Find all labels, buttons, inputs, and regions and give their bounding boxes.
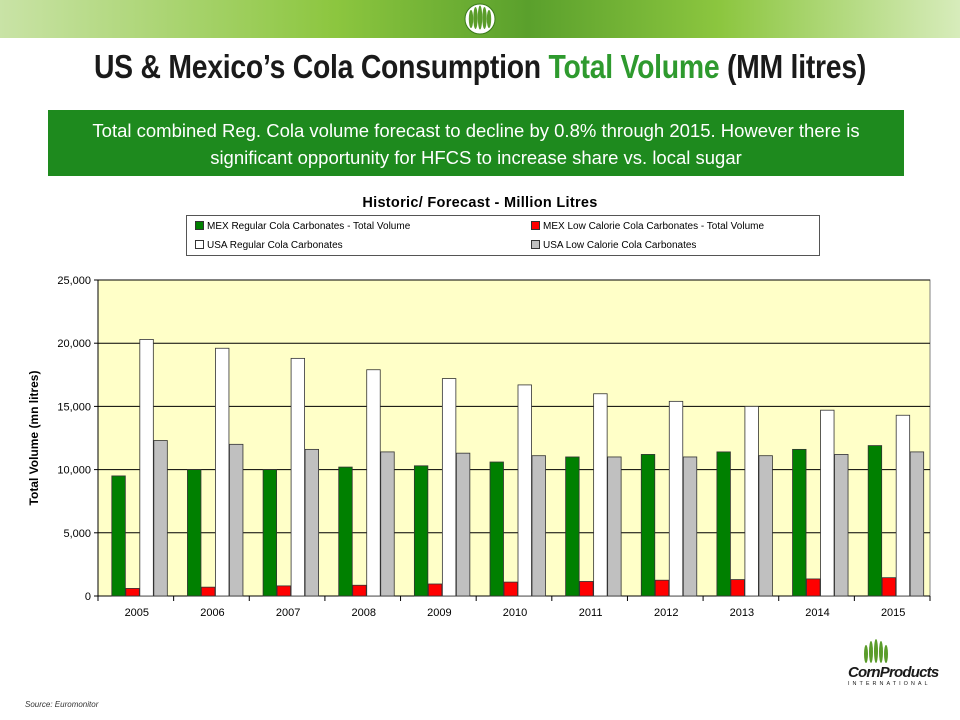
title-text-part2: (MM litres) bbox=[719, 48, 867, 85]
bar-1 bbox=[489, 461, 504, 597]
legend-item: MEX Low Calorie Cola Carbonates - Total … bbox=[531, 221, 764, 232]
legend-swatch bbox=[531, 221, 540, 230]
bar-1 bbox=[792, 448, 807, 597]
callout-line-2: significant opportunity for HFCS to incr… bbox=[210, 147, 742, 168]
source-note: Source: Euromonitor bbox=[25, 700, 99, 709]
legend-swatch bbox=[531, 240, 540, 249]
chart-title: Historic/ Forecast - Million Litres bbox=[362, 195, 598, 211]
summary-callout: Total combined Reg. Cola volume forecast… bbox=[48, 110, 904, 176]
bar-4 bbox=[229, 443, 244, 597]
y-tick-label: 5,000 bbox=[63, 528, 91, 540]
legend-label: USA Regular Cola Carbonates bbox=[207, 240, 343, 251]
slide-title: US & Mexico’s Cola Consumption Total Vol… bbox=[67, 48, 893, 86]
x-tick-label: 2009 bbox=[427, 607, 451, 619]
legend-item: USA Regular Cola Carbonates bbox=[195, 240, 343, 251]
x-tick-label: 2013 bbox=[730, 607, 754, 619]
title-text-accent: Total Volume bbox=[548, 48, 720, 85]
bar-1 bbox=[413, 465, 429, 597]
bar-4 bbox=[909, 451, 925, 597]
bar-3 bbox=[668, 400, 684, 597]
y-tick-label: 25,000 bbox=[57, 275, 91, 287]
x-tick-label: 2010 bbox=[503, 607, 527, 619]
bar-4 bbox=[455, 452, 471, 597]
bar-2 bbox=[730, 579, 745, 597]
bar-1 bbox=[640, 454, 656, 597]
title-text-part1: US & Mexico’s Cola Consumption bbox=[93, 48, 549, 85]
y-tick-label: 20,000 bbox=[57, 338, 91, 350]
x-tick-label: 2006 bbox=[200, 607, 224, 619]
bar-4 bbox=[153, 440, 168, 597]
bar-3 bbox=[139, 339, 154, 597]
bar-1 bbox=[565, 456, 580, 597]
legend-item: USA Low Calorie Cola Carbonates bbox=[531, 240, 696, 251]
corn-logo-icon bbox=[464, 3, 496, 35]
bar-2 bbox=[276, 585, 291, 597]
bar-2 bbox=[881, 577, 897, 597]
bar-1 bbox=[867, 445, 883, 597]
bar-4 bbox=[758, 455, 773, 597]
legend-label: USA Low Calorie Cola Carbonates bbox=[543, 240, 697, 251]
bar-2 bbox=[579, 581, 594, 597]
x-tick-label: 2005 bbox=[125, 607, 149, 619]
y-tick-label: 15,000 bbox=[57, 401, 91, 413]
bar-4 bbox=[304, 448, 319, 597]
bar-1 bbox=[338, 466, 353, 597]
bar-2 bbox=[654, 579, 670, 597]
bar-4 bbox=[380, 451, 395, 597]
x-tick-label: 2012 bbox=[654, 607, 678, 619]
bar-3 bbox=[441, 378, 457, 597]
bar-4 bbox=[682, 456, 698, 597]
callout-line-1: Total combined Reg. Cola volume forecast… bbox=[92, 120, 860, 141]
chart-legend: MEX Regular Cola Carbonates - Total Volu… bbox=[186, 215, 820, 256]
legend-item: MEX Regular Cola Carbonates - Total Volu… bbox=[195, 221, 410, 232]
bar-2 bbox=[427, 583, 443, 597]
x-tick-label: 2015 bbox=[881, 607, 905, 619]
bar-3 bbox=[820, 409, 835, 597]
bar-2 bbox=[201, 586, 216, 597]
x-tick-label: 2007 bbox=[276, 607, 300, 619]
bar-1 bbox=[187, 469, 202, 597]
company-logo-icon bbox=[864, 639, 888, 663]
bar-2 bbox=[352, 584, 367, 597]
legend-swatch bbox=[195, 221, 204, 230]
bar-2 bbox=[806, 578, 821, 597]
bar-4 bbox=[607, 456, 622, 597]
bar-3 bbox=[517, 384, 532, 597]
bar-1 bbox=[262, 469, 277, 597]
bar-3 bbox=[290, 357, 305, 597]
header-banner bbox=[0, 0, 960, 38]
bar-1 bbox=[111, 475, 126, 597]
legend-label: MEX Regular Cola Carbonates - Total Volu… bbox=[207, 221, 411, 232]
bar-3 bbox=[895, 414, 911, 597]
bar-4 bbox=[531, 455, 546, 597]
y-tick-label: 10,000 bbox=[57, 465, 91, 477]
legend-label: MEX Low Calorie Cola Carbonates - Total … bbox=[543, 221, 765, 232]
company-logo-subtitle: INTERNATIONAL bbox=[848, 681, 931, 687]
bar-3 bbox=[744, 405, 759, 597]
bar-1 bbox=[716, 451, 731, 597]
x-tick-label: 2008 bbox=[351, 607, 375, 619]
bar-2 bbox=[125, 588, 140, 597]
bar-2 bbox=[503, 581, 518, 597]
x-tick-label: 2011 bbox=[579, 607, 603, 619]
company-logo-name: CornProducts bbox=[848, 664, 939, 681]
legend-swatch bbox=[195, 240, 204, 249]
y-tick-label: 0 bbox=[85, 591, 91, 603]
bar-3 bbox=[593, 393, 608, 597]
bar-chart: 0 5,000 10,000 15,000 20,000 25,000 Total Volu… bbox=[27, 275, 931, 619]
bar-3 bbox=[366, 369, 381, 597]
y-axis-label: Total Volume (mn litres) bbox=[27, 371, 41, 506]
bar-3 bbox=[215, 347, 230, 597]
x-tick-label: 2014 bbox=[805, 607, 829, 619]
bar-4 bbox=[834, 454, 849, 597]
